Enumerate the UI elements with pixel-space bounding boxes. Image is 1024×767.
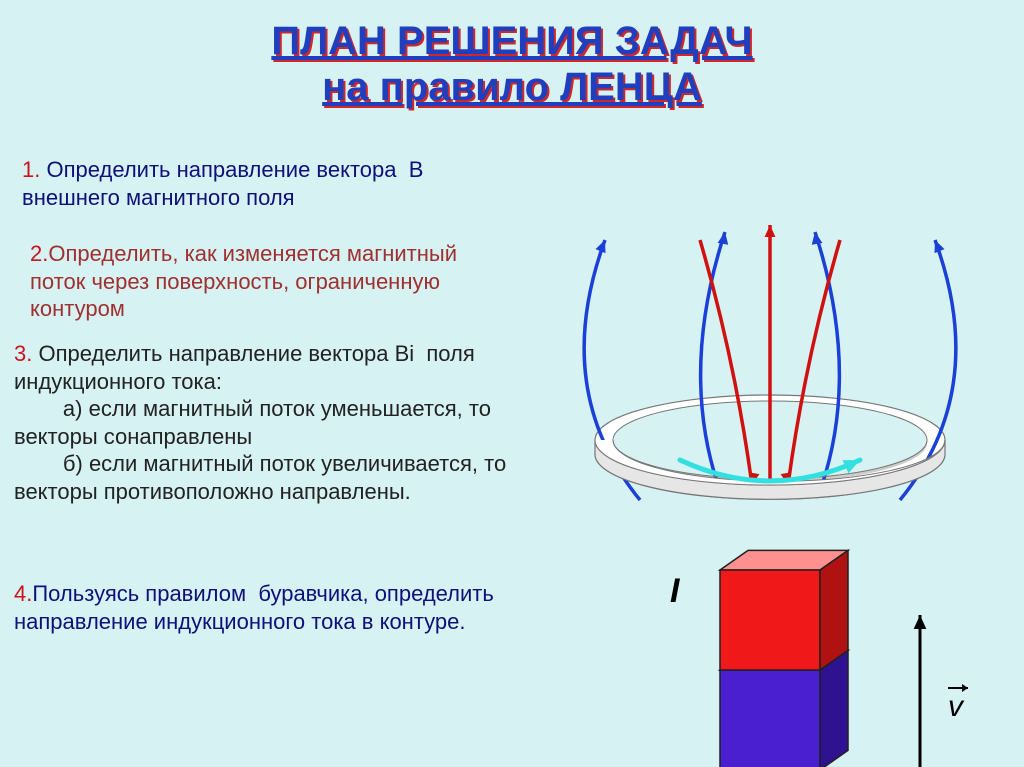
- physics-diagram: Iv: [0, 110, 1024, 767]
- title-line1: ПЛАН РЕШЕНИЯ ЗАДАЧ: [271, 19, 752, 63]
- slide-title: ПЛАН РЕШЕНИЯ ЗАДАЧ на правило ЛЕНЦА: [0, 0, 1024, 110]
- label-I: I: [670, 572, 681, 610]
- bar-magnet: [720, 550, 848, 767]
- label-v: v: [948, 690, 965, 723]
- title-line2: на правило ЛЕНЦА: [322, 65, 702, 109]
